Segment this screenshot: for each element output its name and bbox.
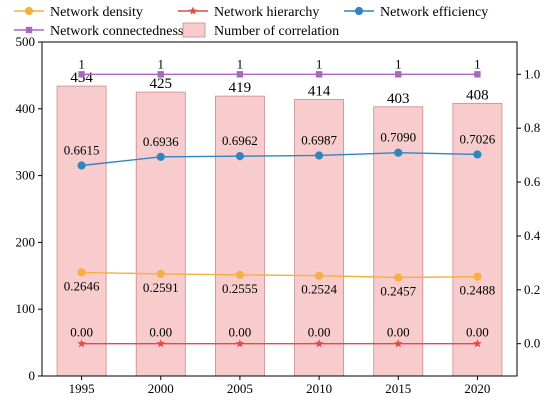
series-value-label: 0.6615 [64, 142, 100, 157]
series-marker [157, 71, 164, 78]
series-value-label: 0.00 [70, 325, 93, 340]
series-value-label: 0.00 [149, 325, 172, 340]
correlation-bar [56, 85, 107, 377]
series-marker [393, 339, 403, 348]
series-value-label: 1 [78, 56, 85, 71]
legend-marker [354, 6, 364, 16]
series-marker [473, 150, 482, 159]
series-value-label: 1 [395, 56, 402, 71]
series-marker [235, 339, 245, 348]
series-marker [77, 161, 86, 170]
series-value-label: 0.2524 [301, 282, 337, 297]
series-marker [315, 71, 323, 78]
x-axis-tick-label: 2015 [385, 381, 411, 396]
series-value-label: 1 [316, 56, 323, 71]
correlation-bar [452, 103, 503, 377]
x-axis-tick-label: 2020 [464, 381, 490, 396]
x-axis-tick-label: 2005 [227, 381, 253, 396]
series-value-label: 1 [474, 56, 481, 71]
x-axis-tick-label: 2010 [306, 381, 332, 396]
series-value-label: 0.7026 [460, 131, 496, 146]
bar-value-label: 408 [466, 87, 489, 103]
correlation-bar [294, 99, 345, 377]
right-axis-tick-label: 0.0 [524, 336, 540, 351]
series-value-label: 0.2457 [380, 283, 416, 298]
left-axis-tick-label: 300 [16, 168, 36, 183]
series-marker [235, 152, 245, 161]
right-axis-tick-label: 0.6 [524, 174, 541, 189]
series-value-label: 0.2646 [64, 278, 100, 293]
legend-label: Number of correlation [214, 24, 339, 39]
series-marker [236, 71, 244, 78]
series-marker [78, 71, 85, 78]
series-marker [314, 339, 324, 348]
bar-value-label: 414 [308, 83, 331, 99]
right-axis-tick-label: 0.8 [524, 120, 540, 135]
bar-value-label: 425 [150, 76, 173, 92]
x-axis-tick-label: 2000 [148, 381, 174, 396]
series-marker [235, 270, 245, 279]
legend-marker [25, 26, 33, 34]
left-axis-tick-label: 500 [16, 34, 36, 49]
bar-value-label: 419 [229, 80, 252, 96]
series-value-label: 0.2488 [460, 283, 496, 298]
series-value-label: 0.6936 [143, 134, 179, 149]
series-marker [474, 71, 481, 78]
series-marker [77, 339, 86, 348]
series-value-label: 0.7090 [380, 130, 416, 145]
series-value-label: 0.6962 [222, 133, 258, 148]
left-axis-tick-label: 100 [16, 301, 36, 316]
plot-frame [41, 41, 518, 377]
legend-label: Network density [50, 5, 143, 20]
x-axis-tick-label: 1995 [69, 381, 95, 396]
series-marker [77, 268, 86, 277]
series-marker [395, 71, 402, 78]
series-value-label: 1 [237, 56, 244, 71]
series-value-label: 0.6987 [301, 132, 337, 147]
legend-label: Network efficiency [380, 5, 488, 20]
right-axis-tick-label: 0.4 [524, 228, 541, 243]
legend-label: Network hierarchy [214, 5, 319, 20]
legend-marker [24, 6, 34, 16]
series-marker [314, 271, 324, 280]
bar-value-label: 403 [387, 91, 410, 107]
series-marker [156, 269, 165, 278]
series-value-label: 0.00 [387, 325, 410, 340]
series-value-label: 0.2591 [143, 280, 179, 295]
series-marker [156, 152, 165, 161]
correlation-bar [214, 95, 265, 377]
series-marker [314, 151, 324, 160]
series-value-label: 0.00 [229, 325, 252, 340]
series-marker [394, 273, 403, 282]
legend-marker [188, 6, 198, 15]
series-value-label: 1 [158, 56, 165, 71]
series-marker [394, 148, 403, 157]
legend-label: Network connectedness [50, 24, 183, 39]
series-marker [156, 339, 166, 348]
series-marker [473, 339, 482, 348]
right-axis-tick-label: 0.2 [524, 282, 540, 297]
series-marker [473, 272, 482, 281]
left-axis-tick-label: 400 [16, 101, 36, 116]
legend-swatch [182, 22, 206, 38]
left-axis-tick-label: 0 [29, 368, 36, 383]
right-axis-tick-label: 1.0 [524, 66, 540, 81]
series-value-label: 0.00 [308, 325, 331, 340]
series-line [81, 271, 478, 279]
series-value-label: 0.00 [466, 325, 489, 340]
series-line [81, 151, 478, 167]
left-axis-tick-label: 200 [16, 234, 36, 249]
series-value-label: 0.2555 [222, 281, 258, 296]
